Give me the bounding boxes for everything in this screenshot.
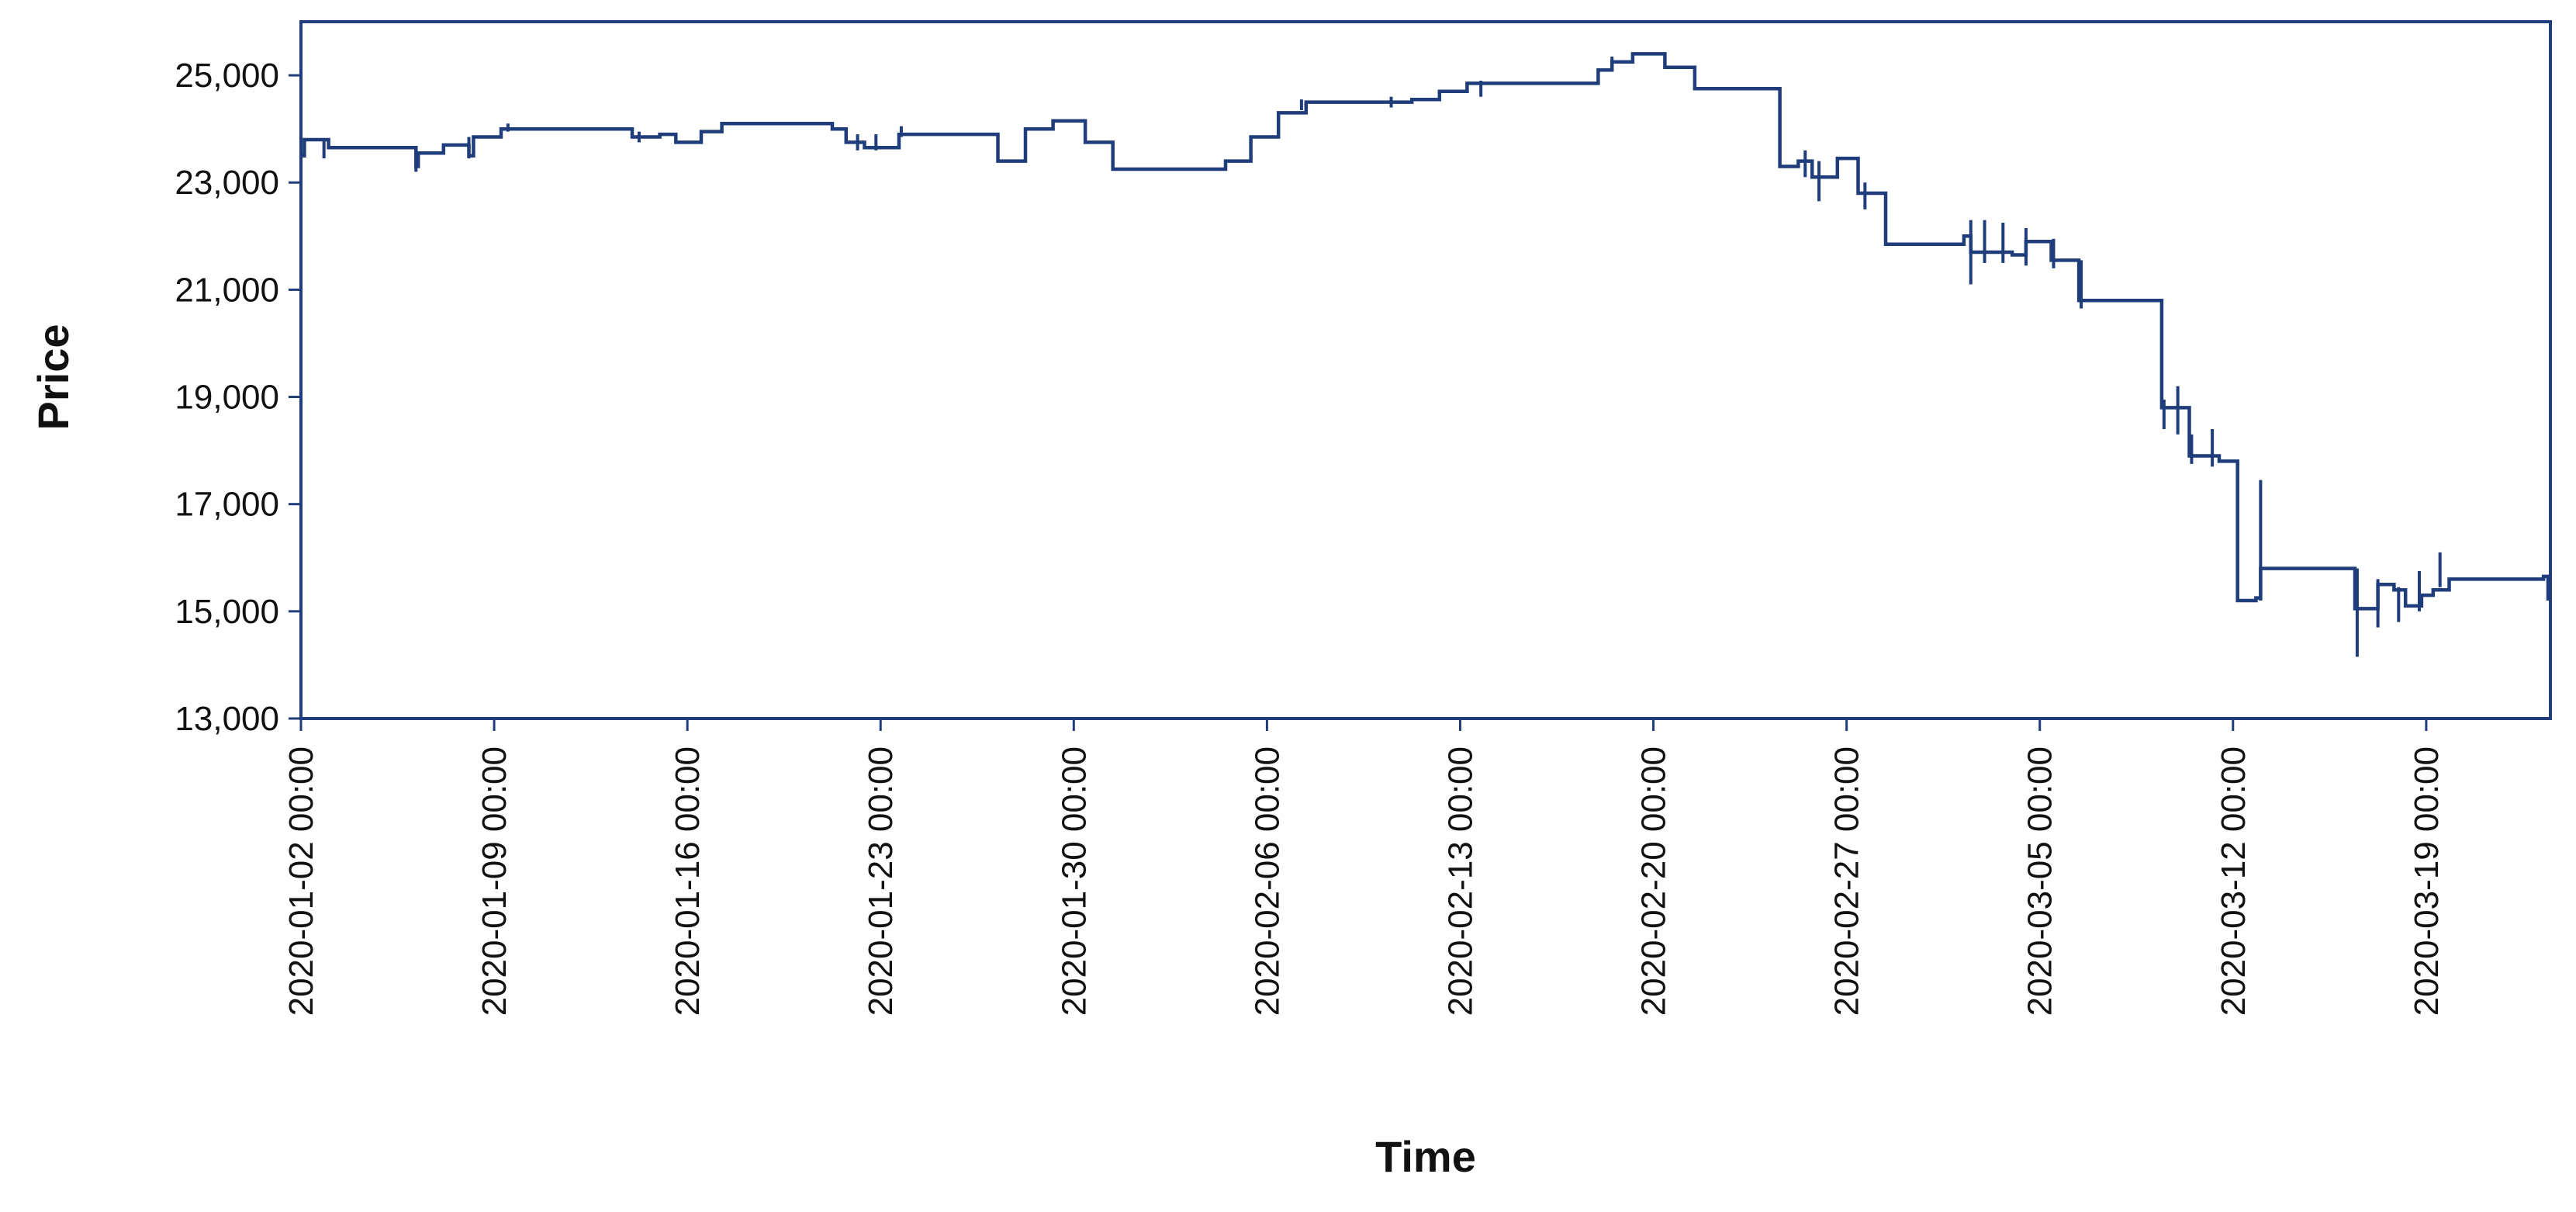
x-tick-label: 2020-01-30 00:00 bbox=[1055, 746, 1093, 1016]
y-tick-label: 15,000 bbox=[175, 593, 279, 631]
x-axis-title: Time bbox=[1375, 1132, 1476, 1181]
plot-area bbox=[299, 20, 2552, 720]
x-tick-label: 2020-03-19 00:00 bbox=[2408, 746, 2446, 1016]
x-tick-label: 2020-02-20 00:00 bbox=[1635, 746, 1673, 1016]
x-tick-label: 2020-01-02 00:00 bbox=[282, 746, 320, 1016]
x-tick-label: 2020-02-06 00:00 bbox=[1248, 746, 1286, 1016]
x-tick-label: 2020-03-05 00:00 bbox=[2021, 746, 2059, 1016]
y-tick-label: 25,000 bbox=[175, 57, 279, 95]
x-tick-label: 2020-01-23 00:00 bbox=[862, 746, 900, 1016]
x-tick-label: 2020-02-13 00:00 bbox=[1441, 746, 1479, 1016]
y-tick-label: 17,000 bbox=[175, 486, 279, 524]
y-tick-label: 13,000 bbox=[175, 700, 279, 738]
y-tick-label: 19,000 bbox=[175, 379, 279, 417]
x-tick-label: 2020-03-12 00:00 bbox=[2215, 746, 2253, 1016]
x-tick-label: 2020-01-16 00:00 bbox=[669, 746, 707, 1016]
y-tick-label: 23,000 bbox=[175, 164, 279, 202]
x-axis: 2020-01-02 00:00 2020-01-09 00:00 2020-01-… bbox=[282, 719, 2446, 1016]
y-tick-label: 21,000 bbox=[175, 271, 279, 309]
price-series-line bbox=[301, 52, 2550, 611]
y-axis: 13,000 15,000 17,000 19,000 21,000 23,000 25,0… bbox=[175, 57, 301, 738]
y-axis-title: Price bbox=[29, 324, 78, 431]
x-tick-label: 2020-01-09 00:00 bbox=[475, 746, 513, 1016]
x-tick-label: 2020-02-27 00:00 bbox=[1828, 746, 1866, 1016]
